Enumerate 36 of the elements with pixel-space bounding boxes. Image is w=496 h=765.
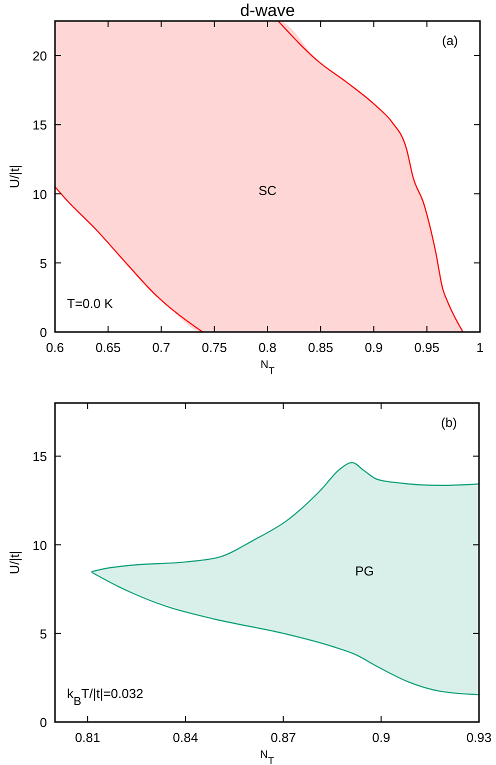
annotation: k$_{B}$T/|t|=0.032 [67, 686, 144, 708]
x-tick-label: 0.8 [258, 340, 277, 355]
x-tick-label: 0.85 [308, 340, 334, 355]
x-axis-title: N$_{T}$ [260, 749, 274, 765]
line-series [278, 21, 464, 332]
x-tick-label: 0.95 [414, 340, 440, 355]
y-tick-label: 0 [40, 715, 47, 730]
annotation: (a) [442, 33, 458, 48]
y-axis-title: U/|t| [7, 164, 22, 188]
annotation: SC [258, 183, 277, 198]
y-tick-label: 15 [32, 118, 47, 133]
y-axis-title: U/|t| [7, 550, 22, 574]
x-tick-label: 0.75 [202, 340, 228, 355]
y-tick-label: 0 [40, 325, 47, 340]
annotation: T=0.0 K [67, 296, 114, 311]
annotation: (b) [441, 415, 457, 430]
x-tick-label: 0.7 [152, 340, 170, 355]
y-tick-label: 10 [32, 186, 47, 202]
x-axis-title: N$_{T}$ [260, 359, 274, 376]
y-tick-label: 10 [32, 538, 47, 553]
x-tick-label: 0.93 [466, 730, 492, 745]
x-tick-label: 0.9 [372, 730, 390, 745]
y-tick-label: 5 [40, 256, 47, 271]
line-series [55, 186, 204, 332]
x-tick-label: 0.87 [270, 730, 296, 745]
y-tick-label: 5 [40, 626, 47, 642]
chart-title: d-wave [240, 1, 295, 20]
x-tick-label: 0.84 [172, 730, 198, 745]
x-tick-label: 0.9 [364, 340, 383, 355]
x-tick-label: 1 [476, 340, 484, 355]
x-tick-label: 0.65 [95, 340, 121, 355]
x-tick-label: 0.81 [74, 730, 100, 745]
y-tick-label: 15 [32, 449, 47, 464]
annotation: PG [355, 563, 374, 578]
x-tick-label: 0.6 [46, 340, 64, 355]
y-tick-label: 20 [32, 48, 47, 64]
